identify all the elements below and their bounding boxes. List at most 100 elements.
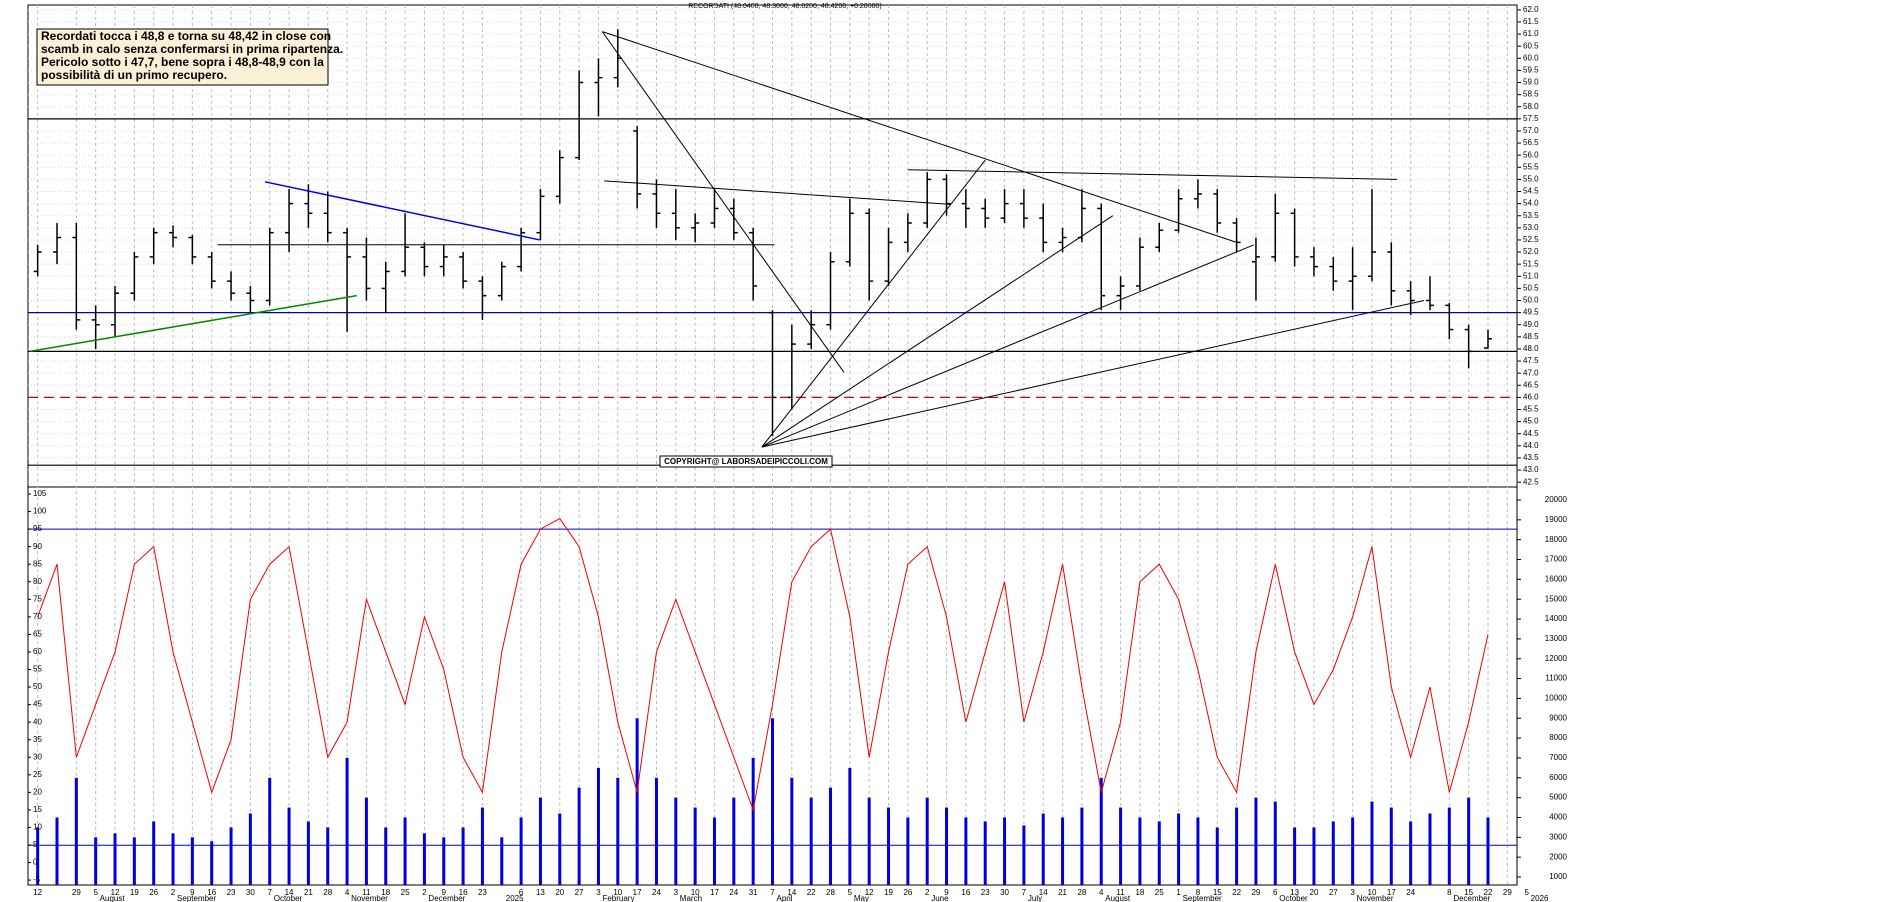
volume-bar: [1312, 827, 1316, 885]
y-tick-label: 52.5: [1523, 235, 1539, 244]
volume-bar: [422, 833, 426, 885]
month-label: 2026: [1531, 894, 1549, 902]
volume-bar: [906, 817, 910, 885]
volume-bar: [983, 821, 987, 885]
y2-tick-label: 16000: [1545, 574, 1568, 583]
y-tick-label: 40: [33, 717, 42, 726]
x-tick-label: 16: [207, 888, 216, 897]
y-tick-label: 57.5: [1523, 114, 1539, 123]
volume-bar: [1061, 817, 1065, 885]
y-tick-label: 58.5: [1523, 90, 1539, 99]
x-tick-label: 10: [691, 888, 700, 897]
volume-bar: [1331, 821, 1335, 885]
volume-bar: [268, 777, 272, 885]
x-tick-label: 5: [848, 888, 853, 897]
x-tick-label: 22: [1232, 888, 1241, 897]
y2-tick-label: 19000: [1545, 515, 1568, 524]
y-tick-label: 43.0: [1523, 465, 1539, 474]
y2-tick-label: 14000: [1545, 614, 1568, 623]
y2-tick-label: 1000: [1549, 872, 1567, 881]
volume-bar: [132, 837, 136, 885]
y-tick-label: 75: [33, 594, 42, 603]
volume-bar: [480, 807, 484, 885]
volume-bar: [1235, 807, 1239, 885]
y2-tick-label: 12000: [1545, 654, 1568, 663]
month-label: October: [274, 894, 303, 902]
volume-bar: [36, 827, 40, 885]
volume-bar: [809, 797, 813, 885]
month-label: June: [931, 894, 949, 902]
x-tick-label: 15: [1213, 888, 1222, 897]
volume-bar: [94, 837, 98, 885]
volume-bar: [384, 827, 388, 885]
y-tick-label: 44.0: [1523, 441, 1539, 450]
volume-bar: [945, 807, 949, 885]
volume-bar: [55, 817, 59, 885]
volume-bar: [326, 827, 330, 885]
x-tick-label: 21: [1058, 888, 1067, 897]
y-tick-label: 15: [33, 805, 42, 814]
y-tick-label: 53.0: [1523, 223, 1539, 232]
x-tick-label: 16: [961, 888, 970, 897]
x-tick-label: 6: [1273, 888, 1278, 897]
x-tick-label: 29: [72, 888, 81, 897]
y2-tick-label: 18000: [1545, 535, 1568, 544]
x-tick-label: 28: [826, 888, 835, 897]
x-tick-label: 26: [903, 888, 912, 897]
y-tick-label: 53.5: [1523, 211, 1539, 220]
volume-bar: [790, 777, 794, 885]
volume-bar: [1157, 821, 1161, 885]
x-tick-label: 4: [1099, 888, 1104, 897]
y-tick-label: 57.0: [1523, 126, 1539, 135]
trend-line: [761, 300, 1425, 448]
volume-bar: [577, 787, 581, 885]
y-tick-label: 51.0: [1523, 271, 1539, 280]
month-label: May: [854, 894, 869, 902]
y-tick-label: 70: [33, 612, 42, 621]
y2-tick-label: 2000: [1549, 852, 1567, 861]
volume-bar: [1022, 825, 1026, 885]
month-label: August: [100, 894, 126, 902]
y2-tick-label: 10000: [1545, 694, 1568, 703]
y2-tick-label: 5000: [1549, 793, 1567, 802]
y2-tick-label: 13000: [1545, 634, 1568, 643]
y-tick-label: 45.5: [1523, 405, 1539, 414]
x-tick-label: 20: [555, 888, 564, 897]
x-tick-label: 22: [807, 888, 816, 897]
y-tick-label: 56.0: [1523, 150, 1539, 159]
x-tick-label: 17: [1387, 888, 1396, 897]
x-tick-label: 4: [345, 888, 350, 897]
x-tick-label: 3: [674, 888, 679, 897]
x-tick-label: 1: [1176, 888, 1181, 897]
month-label: April: [777, 894, 793, 902]
volume-bar: [248, 813, 252, 885]
x-tick-label: 25: [401, 888, 410, 897]
x-tick-label: 10: [613, 888, 622, 897]
volume-bar: [848, 767, 852, 885]
volume-bar: [1428, 813, 1432, 885]
y-tick-label: 50.0: [1523, 296, 1539, 305]
x-tick-label: 14: [787, 888, 796, 897]
x-tick-label: 7: [1022, 888, 1027, 897]
volume-bar: [1215, 827, 1219, 885]
y-tick-label: 48.0: [1523, 344, 1539, 353]
y2-tick-label: 8000: [1549, 733, 1567, 742]
volume-bar: [1003, 817, 1007, 885]
x-tick-label: 19: [884, 888, 893, 897]
volume-bar: [1099, 777, 1103, 885]
volume-bar: [538, 797, 542, 885]
volume-bar: [674, 797, 678, 885]
month-label: 2025: [506, 894, 524, 902]
annotation-box: [36, 28, 329, 86]
y-tick-label: 25: [33, 770, 42, 779]
volume-bar: [829, 787, 833, 885]
volume-bar: [596, 767, 600, 885]
y-tick-label: 44.5: [1523, 429, 1539, 438]
x-tick-label: 29: [1251, 888, 1260, 897]
x-tick-label: 3: [1350, 888, 1355, 897]
month-label: December: [1453, 894, 1490, 902]
volume-bar: [461, 827, 465, 885]
y2-tick-label: 11000: [1545, 674, 1567, 683]
trend-line: [761, 159, 986, 448]
volume-bar: [190, 837, 194, 885]
